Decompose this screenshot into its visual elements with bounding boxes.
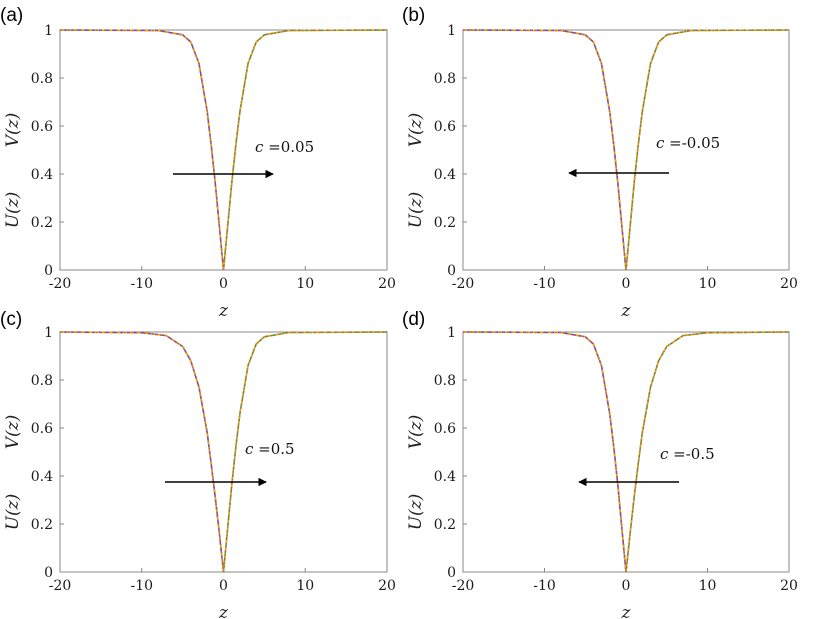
panel-label: (b) bbox=[402, 5, 425, 26]
y-axis-label-u: U(z) bbox=[406, 494, 426, 531]
panel-a: -20 -10 0 10 20 0 0.2 0.4 0.6 0.8 1 (a) z U(z) V(z) c =… bbox=[0, 5, 396, 321]
axes-box bbox=[59, 331, 388, 573]
speed-annotation: c =-0.05 bbox=[656, 134, 720, 152]
y-tick-label: 0.8 bbox=[434, 373, 456, 389]
x-tick-label: -20 bbox=[452, 276, 475, 292]
y-tick-label: 0.4 bbox=[31, 167, 53, 183]
x-tick-label: 10 bbox=[699, 276, 717, 292]
x-axis-label: z bbox=[218, 603, 229, 619]
y-tick-label: 0 bbox=[44, 263, 53, 279]
y-tick-label: 1 bbox=[447, 23, 456, 39]
y-tick-label: 0.6 bbox=[31, 421, 53, 437]
x-tick-label: 10 bbox=[699, 578, 717, 594]
y-tick-label: 0.4 bbox=[434, 167, 456, 183]
v-dotted-curve-right bbox=[222, 29, 388, 271]
u-dashed-curve bbox=[59, 29, 388, 271]
u-curve-left bbox=[59, 29, 225, 271]
y-tick-label: 0.2 bbox=[31, 517, 53, 533]
x-tick-label: 0 bbox=[622, 276, 631, 292]
v-dotted-curve-right bbox=[222, 331, 388, 573]
y-tick-label: 0.8 bbox=[31, 71, 53, 87]
x-tick-label: 0 bbox=[219, 276, 228, 292]
y-tick-label: 0.4 bbox=[434, 469, 456, 485]
y-tick-label: 0.4 bbox=[31, 469, 53, 485]
y-tick-label: 0.2 bbox=[434, 215, 456, 231]
axes-box bbox=[462, 331, 790, 573]
y-tick-label: 0.6 bbox=[434, 421, 456, 437]
x-tick-label: -20 bbox=[49, 578, 72, 594]
y-axis-label-v: V(z) bbox=[3, 415, 23, 450]
y-tick-label: 1 bbox=[447, 325, 456, 341]
y-tick-label: 0.6 bbox=[434, 119, 456, 135]
y-tick-label: 0.6 bbox=[31, 119, 53, 135]
panel-d: -20 -10 0 10 20 0 0.2 0.4 0.6 0.8 1 (d) z U(z) V(z) c =… bbox=[402, 309, 798, 619]
x-tick-label: -20 bbox=[49, 276, 72, 292]
speed-annotation: c =0.05 bbox=[255, 138, 314, 156]
panel-label: (a) bbox=[0, 5, 23, 26]
y-tick-label: 0.8 bbox=[434, 71, 456, 87]
u-curve-left bbox=[462, 29, 627, 271]
y-axis-label-u: U(z) bbox=[3, 192, 23, 229]
y-axis-label-u: U(z) bbox=[3, 494, 23, 531]
x-tick-label: -10 bbox=[533, 578, 556, 594]
panel-b: -20 -10 0 10 20 0 0.2 0.4 0.6 0.8 1 (b) z U(z) V(z) c =… bbox=[402, 5, 798, 321]
panel-c: -20 -10 0 10 20 0 0.2 0.4 0.6 0.8 1 (c) z U(z) V(z) c =… bbox=[0, 309, 396, 619]
u-curve-left bbox=[462, 331, 627, 573]
x-tick-label: -10 bbox=[130, 578, 153, 594]
speed-annotation: c =0.5 bbox=[245, 440, 295, 458]
u-dashed-curve bbox=[462, 331, 790, 573]
v-dotted-curve-right bbox=[625, 29, 790, 271]
y-axis-label-u: U(z) bbox=[406, 192, 426, 229]
axes-box bbox=[59, 29, 388, 271]
u-dashed-curve bbox=[59, 331, 388, 573]
v-dotted-curve-left bbox=[59, 29, 225, 271]
x-tick-label: 0 bbox=[219, 578, 228, 594]
x-tick-label: 10 bbox=[296, 578, 314, 594]
y-tick-label: 0.8 bbox=[31, 373, 53, 389]
y-tick-label: 0 bbox=[44, 565, 53, 581]
panel-label: (d) bbox=[402, 309, 425, 330]
speed-annotation: c =-0.5 bbox=[660, 445, 715, 463]
x-tick-label: 20 bbox=[378, 578, 396, 594]
y-axis-label-v: V(z) bbox=[406, 415, 426, 450]
v-dotted-curve-left bbox=[462, 331, 627, 573]
v-dotted-curve-left bbox=[462, 29, 627, 271]
x-tick-label: 0 bbox=[622, 578, 631, 594]
x-tick-label: 20 bbox=[780, 578, 798, 594]
x-axis-label: z bbox=[621, 301, 632, 321]
x-tick-label: -20 bbox=[452, 578, 475, 594]
u-curve-left bbox=[59, 331, 225, 573]
x-axis-label: z bbox=[218, 301, 229, 321]
y-tick-label: 0.2 bbox=[31, 215, 53, 231]
y-tick-label: 0 bbox=[447, 263, 456, 279]
x-tick-label: 20 bbox=[780, 276, 798, 292]
axes-box bbox=[462, 29, 790, 271]
x-tick-label: 20 bbox=[378, 276, 396, 292]
y-tick-label: 0 bbox=[447, 565, 456, 581]
x-tick-label: 10 bbox=[296, 276, 314, 292]
x-axis-label: z bbox=[621, 603, 632, 619]
y-axis-label-v: V(z) bbox=[3, 113, 23, 148]
x-tick-label: -10 bbox=[533, 276, 556, 292]
y-tick-label: 0.2 bbox=[434, 517, 456, 533]
y-tick-label: 1 bbox=[44, 325, 53, 341]
y-tick-label: 1 bbox=[44, 23, 53, 39]
x-tick-label: -10 bbox=[130, 276, 153, 292]
y-axis-label-v: V(z) bbox=[406, 113, 426, 148]
u-dashed-curve bbox=[462, 29, 790, 271]
v-dotted-curve-left bbox=[59, 331, 225, 573]
panel-label: (c) bbox=[0, 309, 22, 330]
